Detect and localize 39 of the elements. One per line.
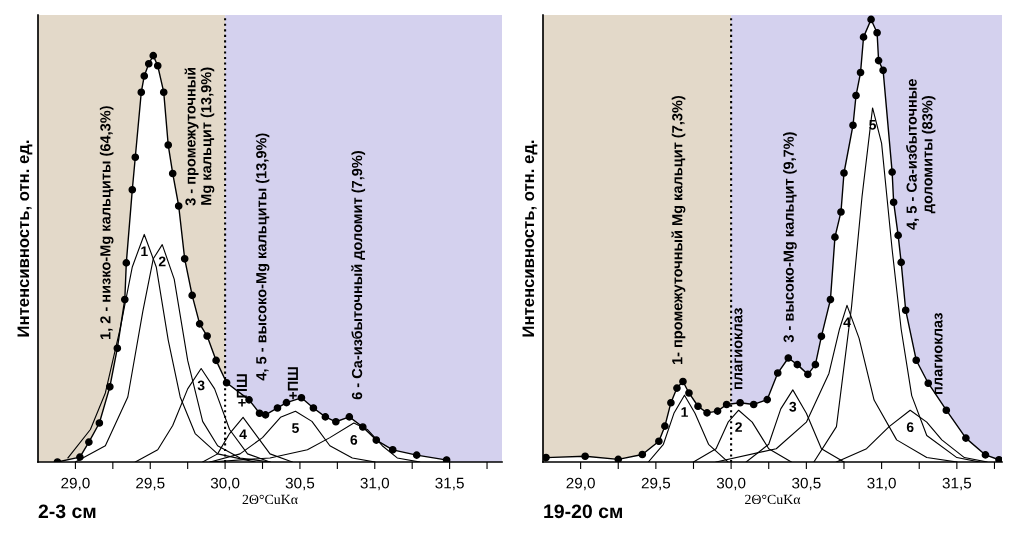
annotation: 1- промежуточный Mg кальцит (7,3%)	[671, 95, 686, 365]
x-axis-title: 2Θ°CuKα	[242, 494, 298, 505]
x-tick-label: 31,0	[360, 477, 390, 491]
x-tick-label: 31,5	[942, 477, 972, 491]
annotation: 6	[350, 434, 358, 445]
annotation: 1	[681, 407, 688, 417]
x-tick-label: 29,0	[61, 477, 90, 491]
annotation: 6	[906, 422, 914, 432]
annotation: 3 - промежуточный Mg кальцит (13,9%)	[184, 67, 215, 206]
x-axis-title: 2Θ°CuKα	[745, 494, 801, 505]
text: 19-20 см	[544, 504, 622, 519]
annotation: 1	[141, 246, 148, 257]
annotation: 3	[197, 380, 205, 391]
x-tick-label: 30,0	[210, 477, 240, 491]
annotation: 4, 5 - высоко-Mg кальциты (13,9%)	[255, 133, 270, 381]
text: 2-3 см	[38, 504, 96, 519]
y-axis-title: Интенсивность, отн. ед.	[522, 140, 538, 337]
annotation: 4, 5 - Ca-избыточные доломиты (83%)	[905, 79, 936, 230]
x-tick-label: 30,0	[716, 477, 746, 491]
annotation: +ПШ	[287, 367, 298, 400]
annotation: 1, 2 - низко-Mg кальциты (64,3%)	[99, 106, 114, 340]
annotation: 3 - высоко-Mg кальцит (9,7%)	[783, 132, 797, 343]
x-tick-label: 29,5	[136, 477, 165, 491]
y-axis-title: Интенсивность, отн. ед.	[17, 140, 33, 337]
annotation: плагиоклаз	[934, 313, 943, 394]
x-tick-label: 31,0	[867, 477, 896, 491]
annotation: 2	[158, 256, 166, 267]
x-tick-label: 29,0	[566, 477, 595, 491]
x-tick-label: 30,5	[792, 477, 821, 491]
annotation: 5	[292, 423, 299, 433]
annotation: 6 - Ca-избыточный доломит (7,9%)	[351, 151, 366, 400]
x-tick-label: 30,5	[285, 477, 315, 491]
annotation: 2	[735, 422, 742, 432]
annotation: 4	[239, 429, 247, 439]
annotation: 3	[789, 401, 797, 412]
x-tick-label: 29,5	[641, 477, 671, 491]
annotation: плагиоклаз	[734, 308, 743, 390]
x-tick-label: 31,5	[435, 477, 464, 491]
annotation: +ПШ	[236, 374, 247, 407]
